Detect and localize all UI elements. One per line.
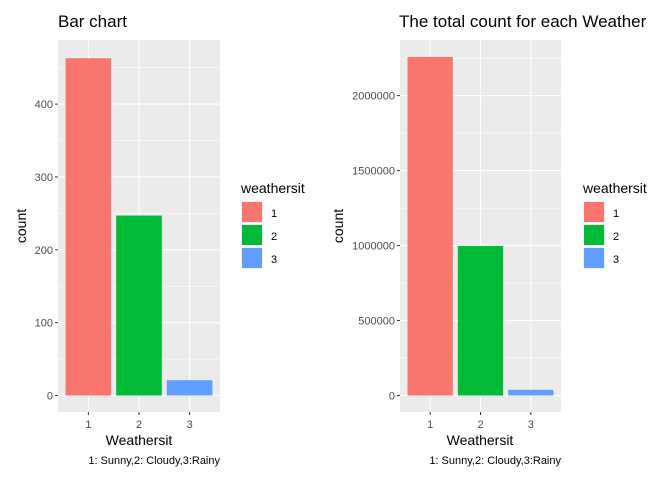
- bar-2: [457, 246, 504, 396]
- legend-label-2: 2: [613, 231, 619, 243]
- chart-1-x-axis: 1 2 3: [85, 412, 193, 431]
- legend-label-2: 2: [271, 231, 277, 243]
- x-tick-label: 3: [187, 419, 193, 431]
- chart-2-legend: weathersit 1 2 3: [582, 180, 647, 269]
- chart-1-legend-title: weathersit: [240, 180, 305, 196]
- legend-swatch-3: [584, 248, 604, 268]
- x-tick-label: 1: [85, 419, 91, 431]
- y-tick-label: 1000000: [352, 241, 395, 253]
- chart-1-title: Bar chart: [58, 12, 127, 31]
- legend-label-3: 3: [613, 254, 619, 266]
- y-tick-label: 400: [35, 99, 53, 111]
- legend-swatch-2: [584, 225, 604, 245]
- x-tick-label: 2: [477, 419, 483, 431]
- chart-1-bars: [65, 58, 213, 396]
- chart-2-x-axis-title: Weathersit: [447, 432, 514, 448]
- y-tick-label: 0: [389, 391, 395, 403]
- chart-2-legend-title: weathersit: [582, 180, 647, 196]
- bar-1: [407, 56, 453, 396]
- legend-label-1: 1: [613, 208, 619, 220]
- y-tick-label: 0: [47, 391, 53, 403]
- y-tick-label: 200: [35, 245, 53, 257]
- legend-label-1: 1: [271, 208, 277, 220]
- bar-3: [508, 389, 554, 396]
- chart-1-caption: 1: Sunny,2: Cloudy,3:Rainy: [88, 455, 220, 467]
- chart-1-y-axis: 0 100 200 300 400: [35, 99, 58, 403]
- y-tick-label: 100: [35, 318, 53, 330]
- chart-1-y-axis-title: count: [13, 209, 29, 243]
- x-tick-label: 2: [136, 419, 142, 431]
- chart-2-bars: [407, 56, 554, 396]
- bar-1: [65, 58, 112, 396]
- x-tick-label: 1: [427, 419, 433, 431]
- bar-2: [116, 215, 162, 396]
- chart-2-title: The total count for each Weather: [399, 12, 647, 31]
- legend-swatch-1: [584, 202, 604, 222]
- chart-1-x-axis-title: Weathersit: [106, 432, 173, 448]
- legend-label-3: 3: [271, 254, 277, 266]
- chart-2-x-axis: 1 2 3: [427, 412, 534, 431]
- y-tick-label: 2000000: [352, 91, 395, 103]
- legend-swatch-2: [242, 225, 262, 245]
- x-tick-label: 3: [528, 419, 534, 431]
- y-tick-label: 1500000: [352, 166, 395, 178]
- chart-2-y-axis: 0 500000 1000000 1500000 2000000: [352, 91, 400, 403]
- chart-1-legend: weathersit 1 2 3: [240, 180, 305, 269]
- chart-2-y-axis-title: count: [330, 209, 346, 243]
- y-tick-label: 500000: [358, 316, 395, 328]
- bar-3: [166, 380, 213, 396]
- legend-swatch-1: [242, 202, 262, 222]
- legend-swatch-3: [242, 248, 262, 268]
- y-tick-label: 300: [35, 172, 53, 184]
- chart-2-caption: 1: Sunny,2: Cloudy,3:Rainy: [429, 455, 561, 467]
